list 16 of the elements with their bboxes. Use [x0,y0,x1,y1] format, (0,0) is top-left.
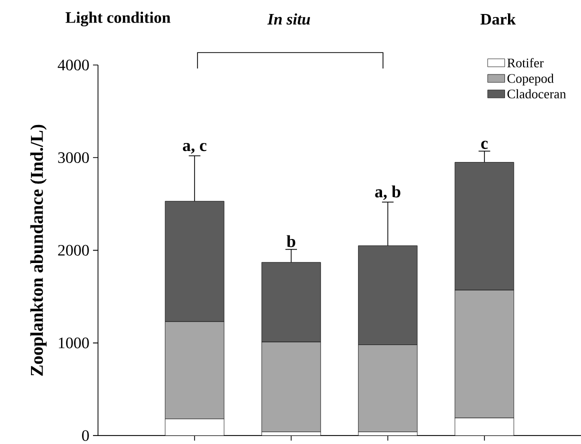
text: Dark [480,13,516,25]
y-tick-label: 4000 [58,60,89,70]
text: Light condition [66,12,170,26]
y-tick-label: 2000 [58,244,89,256]
annotation: a, b [375,185,400,200]
annotation: a, c [182,142,206,154]
annotation: b [286,235,296,248]
y-tick-label: 0 [82,430,89,441]
legend-label: Rotifer [507,58,544,68]
y-axis-title: Zooplankton abundance (Ind./L) [30,124,47,376]
legend-label: Copepod [507,74,554,86]
y-tick-label: 3000 [58,152,89,164]
y-tick-label: 1000 [58,338,89,348]
text: In situ [267,13,310,25]
legend-label: Cladoceran [507,89,566,98]
annotation: c [481,140,488,149]
